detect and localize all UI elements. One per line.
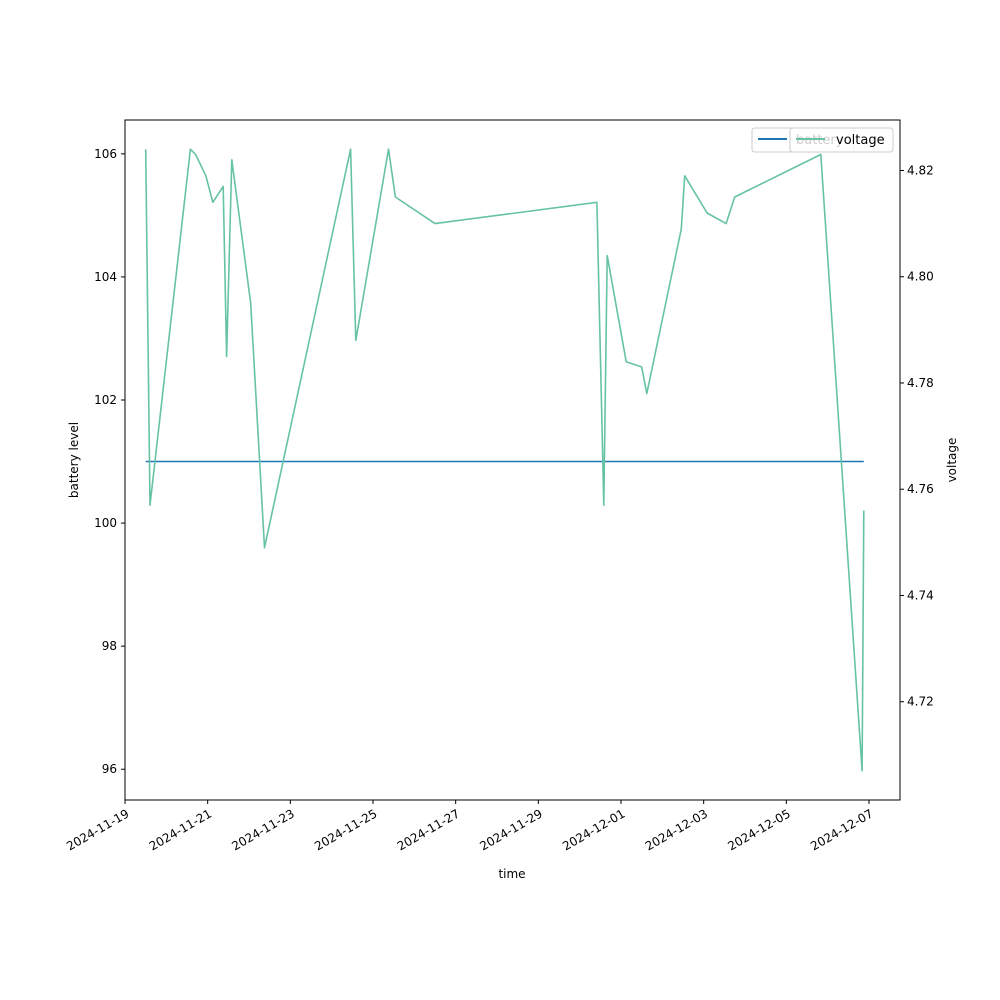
x-tick-label-5: 2024-11-29 (477, 806, 544, 853)
y-right-tick-label-3: 4.78 (907, 376, 934, 390)
y-left-tick-label-2: 100 (94, 516, 117, 530)
x-tick-label-7: 2024-12-03 (643, 806, 710, 853)
y-left-tick-label-0: 96 (102, 762, 117, 776)
plot-area (124, 119, 901, 801)
y-axis-right: 4.72 4.74 4.76 4.78 4.80 4.82 (900, 163, 934, 709)
x-tick-label-1: 2024-11-21 (147, 806, 214, 853)
series-line-voltage (144, 148, 865, 772)
y-axis-right-label: voltage (945, 438, 959, 483)
legend-box-voltage (789, 127, 894, 153)
x-tick-label-2: 2024-11-23 (229, 806, 296, 853)
y-left-tick-label-1: 98 (102, 639, 117, 653)
x-tick-label-8: 2024-12-05 (725, 806, 792, 853)
x-axis-label: time (498, 867, 525, 881)
x-tick-label-0: 2024-11-19 (64, 806, 131, 853)
legend-label-voltage: voltage (836, 133, 885, 148)
x-axis: 2024-11-19 2024-11-21 2024-11-23 2024-11-25… (64, 800, 876, 853)
y-left-tick-label-4: 104 (94, 270, 117, 284)
y-left-tick-label-3: 102 (94, 393, 117, 407)
y-axis-left-label: battery level (67, 422, 81, 498)
series-layer (144, 148, 865, 772)
y-axis-left: 96 98 100 102 104 106 (94, 147, 125, 776)
x-tick-label-3: 2024-11-25 (312, 806, 379, 853)
x-tick-label-6: 2024-12-01 (560, 806, 627, 853)
y-left-tick-label-5: 106 (94, 147, 117, 161)
y-right-tick-label-0: 4.72 (907, 695, 934, 709)
x-tick-label-4: 2024-11-27 (395, 806, 462, 853)
y-right-tick-label-5: 4.82 (907, 163, 934, 177)
y-right-tick-label-2: 4.76 (907, 482, 934, 496)
plot-frame (124, 119, 901, 801)
x-tick-label-9: 2024-12-07 (808, 806, 875, 853)
y-right-tick-label-1: 4.74 (907, 588, 934, 602)
y-right-tick-label-4: 4.80 (907, 270, 934, 284)
legend-voltage: voltage (789, 127, 894, 153)
